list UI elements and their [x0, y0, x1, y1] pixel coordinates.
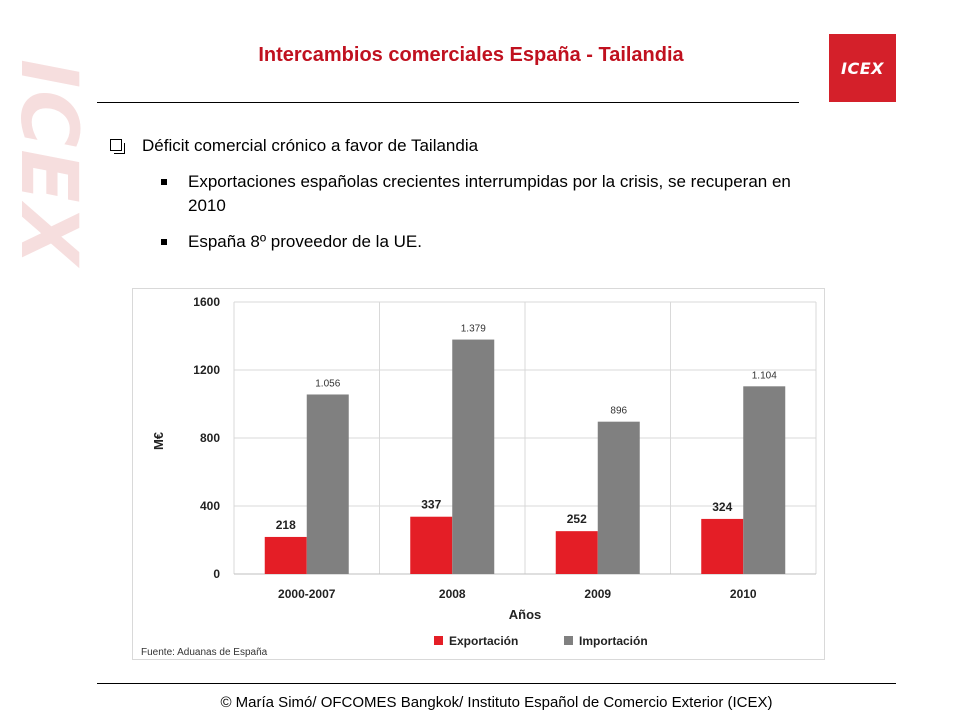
footer-divider — [97, 683, 896, 684]
x-tick-label: 2010 — [730, 587, 757, 601]
data-label-exportacion: 337 — [421, 498, 441, 512]
legend-label-importacion: Importación — [579, 634, 648, 648]
bullet-list: Déficit comercial crónico a favor de Tai… — [110, 136, 830, 254]
bar-importacion — [452, 339, 495, 574]
legend-swatch-importacion — [564, 636, 573, 645]
x-tick-label: 2009 — [584, 587, 611, 601]
y-tick-label: 400 — [200, 499, 220, 513]
bullet-sub-2-text: España 8º proveedor de la UE. — [188, 232, 422, 251]
data-label-importacion: 1.056 — [315, 378, 340, 389]
square-bullet-icon — [161, 239, 167, 245]
bar-exportacion — [555, 531, 598, 574]
bar-importacion — [306, 394, 349, 574]
icex-logo: ICEX — [829, 34, 896, 102]
footer-credit: © María Simó/ OFCOMES Bangkok/ Instituto… — [220, 694, 773, 711]
checkbox-bullet-icon — [110, 139, 125, 154]
trade-bar-chart: 0 400 800 1200 1600 218 1.056 2000-2007 337 1.379… — [132, 288, 825, 660]
data-label-importacion: 1.379 — [461, 324, 486, 335]
source-note: Fuente: Aduanas de España — [141, 647, 268, 658]
y-axis-title: M€ — [151, 432, 166, 450]
bullet-sub-2: España 8º proveedor de la UE. — [110, 230, 830, 254]
square-bullet-icon — [161, 179, 167, 185]
y-tick-label: 1200 — [193, 363, 220, 377]
x-tick-label: 2008 — [439, 587, 466, 601]
legend-swatch-exportacion — [434, 636, 443, 645]
bullet-main-text: Déficit comercial crónico a favor de Tai… — [142, 136, 479, 155]
page-title: Intercambios comerciales España - Tailan… — [258, 44, 684, 66]
bar-importacion — [597, 421, 640, 574]
bullet-sub-1-text: Exportaciones españolas crecientes inter… — [188, 172, 791, 215]
x-axis-title: Años — [509, 607, 542, 622]
y-tick-label: 800 — [200, 431, 220, 445]
bar-exportacion — [410, 516, 453, 574]
data-label-exportacion: 218 — [276, 518, 296, 532]
legend-label-exportacion: Exportación — [449, 634, 518, 648]
data-label-importacion: 896 — [610, 406, 627, 417]
chart-svg: 0 400 800 1200 1600 218 1.056 2000-2007 337 1.379… — [141, 295, 817, 658]
icex-watermark: ICEX — [3, 59, 93, 267]
bar-exportacion — [701, 518, 744, 574]
data-label-importacion: 1.104 — [752, 370, 777, 381]
data-label-exportacion: 324 — [712, 500, 732, 514]
data-label-exportacion: 252 — [567, 512, 587, 526]
title-divider — [97, 102, 799, 103]
x-tick-label: 2000-2007 — [278, 587, 336, 601]
bullet-sub-1: Exportaciones españolas crecientes inter… — [110, 170, 830, 218]
bullet-main: Déficit comercial crónico a favor de Tai… — [110, 136, 830, 156]
y-tick-label: 1600 — [193, 295, 220, 309]
y-tick-label: 0 — [213, 567, 220, 581]
bar-importacion — [743, 386, 786, 574]
bar-exportacion — [264, 536, 307, 574]
